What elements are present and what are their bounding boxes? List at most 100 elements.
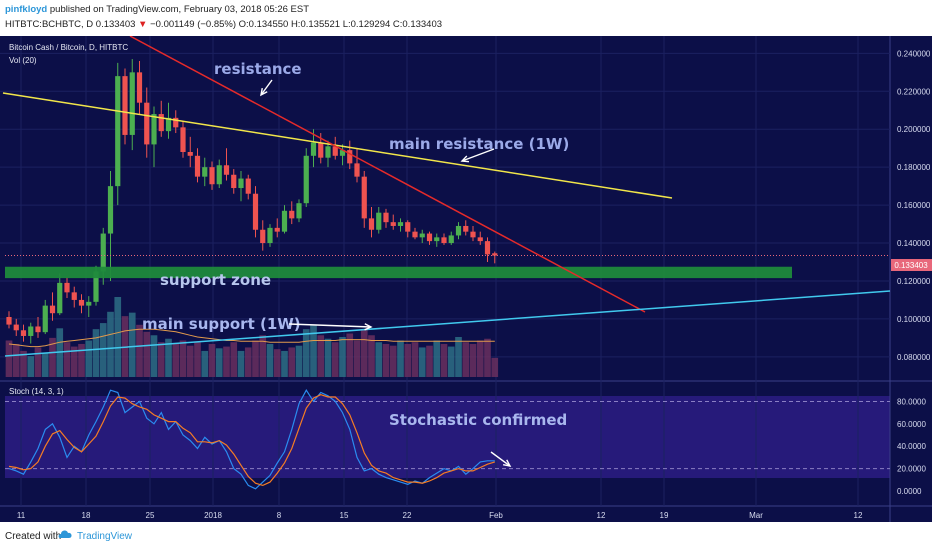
- main-support-arrow-head: [364, 323, 373, 331]
- volume-bar: [186, 345, 194, 377]
- volume-bar: [281, 350, 288, 377]
- candle-body: [122, 76, 128, 135]
- resistance-arrow-head: [260, 87, 268, 97]
- candle-body: [412, 231, 418, 238]
- candle-body: [245, 178, 251, 194]
- candle-body: [209, 167, 215, 185]
- volume-bar: [78, 343, 85, 377]
- volume-bar: [215, 348, 223, 377]
- candle-body: [136, 72, 143, 103]
- volume-bar: [273, 349, 281, 377]
- candle-body: [35, 326, 41, 333]
- volume-bar: [99, 323, 107, 377]
- tradingview-brand-link[interactable]: TradingView: [77, 531, 133, 542]
- price-change: −0.001149 (−0.85%): [150, 19, 237, 30]
- x-tick-label: 19: [660, 511, 669, 520]
- candle-body: [441, 237, 447, 244]
- volume-bar: [310, 324, 317, 377]
- volume-bar: [266, 343, 274, 377]
- volume-label: Vol (20): [9, 56, 37, 65]
- price-chart[interactable]: resistance main resistance (1W) support zo…: [0, 36, 932, 522]
- candle-body: [296, 203, 302, 219]
- volume-bar: [70, 346, 78, 377]
- y-tick-label: 0.120000: [897, 277, 931, 286]
- stoch-tick-label: 80.0000: [897, 397, 926, 406]
- y-tick-label: 0.100000: [897, 315, 931, 324]
- candle-body: [390, 222, 396, 226]
- volume-bar: [107, 311, 114, 377]
- stoch-tick-label: 20.0000: [897, 465, 926, 474]
- trendlines: resistance main resistance (1W) support zo…: [2, 36, 891, 467]
- y-tick-label: 0.220000: [897, 87, 931, 96]
- volume-bar: [85, 340, 93, 377]
- volume-bar: [20, 350, 27, 377]
- candle-body: [238, 178, 244, 189]
- volume-bar: [484, 338, 491, 377]
- volume-bar: [136, 324, 143, 377]
- y-tick-label: 0.240000: [897, 49, 931, 58]
- candle-body: [78, 299, 85, 306]
- last-price-badge: [891, 259, 932, 271]
- candle-body: [477, 237, 483, 242]
- volume-bar: [418, 347, 426, 377]
- candle-body: [405, 222, 411, 232]
- candle-body: [368, 218, 375, 230]
- candle-body: [173, 117, 179, 128]
- volume-bar: [143, 331, 151, 377]
- x-tick-label: 22: [403, 511, 412, 520]
- candle-body: [419, 233, 425, 238]
- candle-body: [223, 165, 230, 175]
- y-tick-label: 0.160000: [897, 201, 931, 210]
- volume-bar: [12, 343, 20, 377]
- candle-body: [20, 330, 27, 336]
- candle-body: [303, 155, 309, 204]
- x-tick-label: 12: [597, 511, 606, 520]
- main-support-arrow: [288, 323, 372, 328]
- volume-bar: [455, 337, 462, 377]
- volume-bar: [237, 350, 245, 377]
- volume-ma-line: [8, 328, 495, 348]
- volume-bar: [114, 297, 122, 377]
- volume-bar: [41, 352, 49, 377]
- candle-body: [325, 146, 331, 158]
- volume-bar: [244, 347, 252, 377]
- volume-bar: [252, 340, 259, 377]
- volume-bar: [27, 356, 35, 377]
- username-link[interactable]: pinfkloyd: [5, 4, 48, 15]
- candle-body: [484, 241, 491, 255]
- candle-body: [339, 150, 346, 156]
- stoch-d-line: [8, 394, 495, 487]
- chart-title: Bitcoin Cash / Bitcoin, D, HITBTC: [9, 43, 128, 52]
- volume-bar: [172, 343, 180, 377]
- candle-body: [187, 152, 193, 156]
- x-tick-label: 25: [146, 511, 155, 520]
- resistance-annotation: resistance: [214, 60, 302, 78]
- volume-bar: [353, 340, 361, 377]
- symbol-label: HITBTC:BCHBTC, D: [5, 19, 94, 30]
- volume-bar: [331, 342, 339, 377]
- publish-line: pinfkloyd published on TradingView.com, …: [5, 4, 309, 15]
- tradingview-logo-icon: [58, 530, 72, 538]
- stoch-band-fill: [5, 396, 890, 478]
- candle-body: [231, 174, 237, 189]
- volume-bar: [295, 345, 303, 377]
- main-resistance-annotation: main resistance (1W): [389, 135, 569, 153]
- volume-bar: [411, 342, 419, 377]
- ohlc-values: O:0.134550 H:0.135521 L:0.129294 C:0.133…: [238, 19, 443, 30]
- last-price: 0.133403: [95, 19, 136, 30]
- candle-body: [151, 114, 157, 145]
- volume-bar: [440, 343, 448, 377]
- candle-body: [144, 102, 150, 145]
- candle-body: [492, 253, 498, 256]
- candle-body: [194, 155, 201, 177]
- volume-bar: [288, 347, 296, 377]
- candle-body: [455, 225, 462, 236]
- candle-body: [42, 305, 48, 333]
- published-text: published on TradingView.com, February 0…: [49, 4, 310, 15]
- candle-body: [165, 117, 172, 132]
- footer: Created with TradingView: [0, 522, 932, 550]
- candle-body: [252, 193, 259, 230]
- volume-bar: [150, 335, 158, 377]
- candle-body: [448, 235, 454, 244]
- stoch-tick-label: 40.0000: [897, 442, 926, 451]
